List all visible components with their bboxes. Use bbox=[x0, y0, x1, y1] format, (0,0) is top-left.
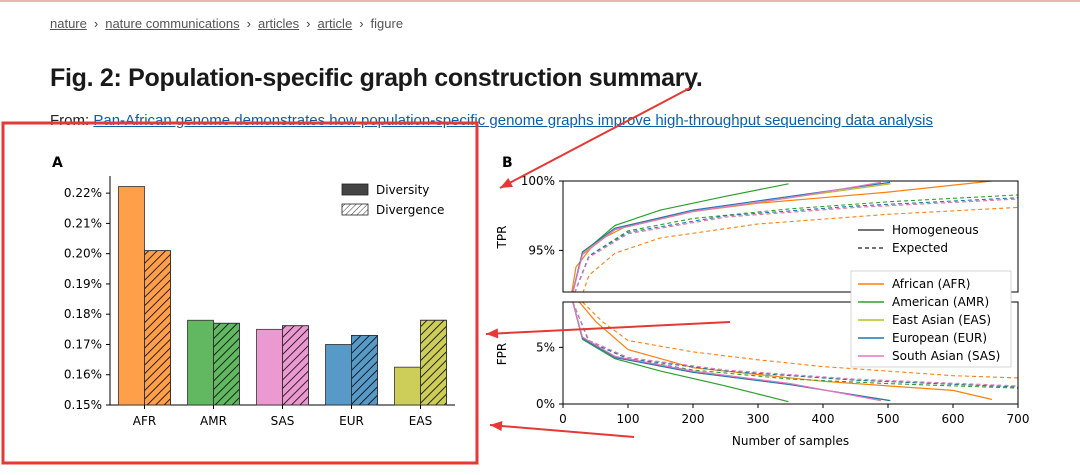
tpr-y-tick-label: 100% bbox=[521, 174, 555, 188]
breadcrumb-nature-communications[interactable]: nature communications bbox=[105, 16, 240, 31]
bar-diversity-eur bbox=[325, 344, 352, 406]
tpr-homogeneous-line-eas bbox=[572, 183, 891, 292]
legend-label-eas: East Asian (EAS) bbox=[892, 313, 991, 327]
x-tick-label: 400 bbox=[812, 412, 835, 426]
page-title: Fig. 2: Population-specific graph constr… bbox=[50, 64, 703, 92]
bar-hatch-amr bbox=[213, 322, 240, 406]
x-tick-label: EAS bbox=[409, 414, 432, 428]
breadcrumb-separator-icon: › bbox=[246, 16, 251, 31]
fpr-axis-label: FPR bbox=[495, 343, 509, 365]
x-axis-label: Number of samples bbox=[732, 434, 849, 448]
breadcrumb-nature[interactable]: nature bbox=[50, 16, 87, 31]
x-tick-label: 500 bbox=[877, 412, 900, 426]
x-tick-label: 0 bbox=[559, 412, 567, 426]
fpr-homogeneous-line-eur bbox=[572, 302, 891, 402]
x-tick-label: AFR bbox=[133, 414, 156, 428]
x-tick-label: 700 bbox=[1007, 412, 1030, 426]
tpr-expected-line-sas bbox=[574, 198, 1018, 292]
fpr-y-tick-label: 5% bbox=[536, 340, 555, 354]
fpr-homogeneous-line-afr bbox=[578, 302, 993, 401]
top-border bbox=[0, 0, 1080, 2]
tpr-expected-line-afr bbox=[582, 206, 1018, 292]
annotation-arrow-bottom bbox=[489, 424, 635, 438]
tpr-y-tick-label: 95% bbox=[528, 243, 555, 257]
bar-diversity-afr bbox=[118, 186, 145, 406]
legend-label-divergence: Divergence bbox=[376, 203, 444, 217]
bar-diversity-eas bbox=[394, 366, 421, 406]
bar-hatch-afr bbox=[144, 250, 171, 406]
source-article-link[interactable]: Pan-African genome demonstrates how popu… bbox=[93, 112, 934, 129]
x-tick-label: 200 bbox=[682, 412, 705, 426]
breadcrumb-current: figure bbox=[370, 16, 404, 31]
legend-label-eur: European (EUR) bbox=[892, 331, 987, 345]
x-tick-label: AMR bbox=[200, 414, 227, 428]
x-tick-label: 100 bbox=[617, 412, 640, 426]
fpr-y-tick-label: 0% bbox=[536, 397, 555, 411]
breadcrumb-separator-icon: › bbox=[359, 16, 364, 31]
legend-label-homogeneous: Homogeneous bbox=[892, 223, 979, 237]
breadcrumb-separator-icon: › bbox=[93, 16, 99, 31]
bar-hatch-sas bbox=[282, 325, 309, 406]
panel-label-a: A bbox=[52, 155, 63, 171]
highlight-box bbox=[1, 121, 479, 465]
y-tick-label: 0.15% bbox=[64, 398, 102, 412]
breadcrumb: nature › nature communications › articles › ar… bbox=[50, 16, 403, 31]
from-label: From: bbox=[50, 112, 90, 129]
tpr-axis-label: TPR bbox=[495, 226, 509, 250]
legend-label-diversity: Diversity bbox=[376, 183, 429, 197]
y-tick-label: 0.16% bbox=[64, 368, 102, 382]
fpr-plot-frame bbox=[562, 301, 1019, 405]
fpr-expected-line-sas bbox=[572, 302, 1018, 387]
annotation-arrow-middle-head-icon bbox=[486, 328, 499, 339]
legend-label-afr: African (AFR) bbox=[892, 277, 970, 291]
y-tick-label: 0.18% bbox=[64, 307, 102, 321]
breadcrumb-separator-icon: › bbox=[306, 16, 311, 31]
tpr-plot-area bbox=[571, 181, 1018, 292]
y-tick-label: 0.21% bbox=[64, 216, 102, 230]
legend-label-amr: American (AMR) bbox=[892, 295, 989, 309]
y-tick-label: 0.20% bbox=[64, 247, 102, 261]
source-line: From: Pan-African genome demonstrates ho… bbox=[50, 112, 933, 129]
breadcrumb-articles[interactable]: articles bbox=[257, 16, 300, 31]
fpr-homogeneous-line-eas bbox=[572, 302, 891, 402]
x-tick-label: 600 bbox=[942, 412, 965, 426]
annotation-arrow-bottom-head-icon bbox=[490, 421, 503, 431]
bar-diversity-sas bbox=[256, 328, 283, 406]
y-tick-label: 0.19% bbox=[64, 277, 102, 291]
annotation-arrow-top-head-icon bbox=[500, 177, 513, 188]
legend-swatch-divergence bbox=[341, 203, 369, 216]
population-legend-box bbox=[850, 270, 1012, 368]
x-tick-label: SAS bbox=[271, 414, 295, 428]
bar-diversity-amr bbox=[187, 319, 214, 406]
legend-label-sas: South Asian (SAS) bbox=[892, 349, 1000, 363]
annotation-arrow-middle bbox=[485, 321, 731, 335]
x-tick-label: 300 bbox=[747, 412, 770, 426]
y-tick-label: 0.17% bbox=[64, 337, 102, 351]
tpr-plot-frame bbox=[562, 180, 1019, 293]
y-tick-label: 0.22% bbox=[64, 186, 102, 200]
fpr-homogeneous-line-sas bbox=[572, 302, 882, 402]
legend-swatch-diversity bbox=[341, 183, 369, 196]
legend-label-expected: Expected bbox=[892, 241, 948, 255]
annotation-arrow-top bbox=[499, 87, 691, 189]
tpr-homogeneous-line-sas bbox=[572, 181, 882, 292]
bar-hatch-eur bbox=[351, 334, 378, 406]
panel-label-b: B bbox=[502, 155, 513, 171]
tpr-homogeneous-line-eur bbox=[572, 181, 891, 292]
x-tick-label: EUR bbox=[339, 414, 364, 428]
breadcrumb-article[interactable]: article bbox=[317, 16, 353, 31]
bar-hatch-eas bbox=[420, 319, 447, 406]
